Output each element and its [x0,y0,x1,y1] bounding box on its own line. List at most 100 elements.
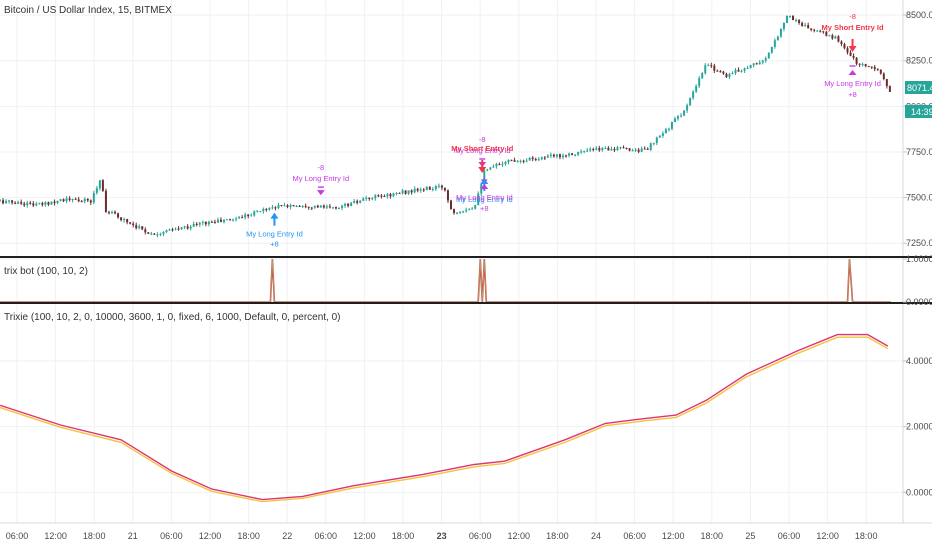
candle-body [174,228,177,230]
candle-body [201,221,204,223]
candle-body [126,218,129,223]
candle-body [483,170,486,185]
candle-body [216,219,219,223]
candle-body [159,233,162,235]
axes: 06:00 12:00 18:00 21 06:00 12:00 18:00 22 06:00 1… [6,10,932,541]
candle-body [885,79,888,87]
candle-body [858,63,861,65]
candle-body [389,194,392,197]
candle-body [549,154,552,156]
candle-body [501,163,504,165]
candle-body [819,30,822,32]
time-axis-label: 23 [437,531,447,541]
time-axis-label: 24 [591,531,601,541]
candle-body [5,201,8,204]
time-axis-label: 06:00 [623,531,646,541]
candle-body [807,25,810,29]
price-axis-label: 8500.00 [906,10,932,20]
candle-body [89,200,92,203]
candle-body [443,187,446,191]
candle-body [661,133,664,136]
candle-body [123,218,126,221]
candle-body [743,68,746,71]
price-axis-label: 1.0000 [906,254,932,264]
candle-body [404,190,407,194]
candle-body [686,105,689,111]
candle-body [619,147,622,149]
time-axis-label: 18:00 [392,531,415,541]
candle-body [107,212,110,214]
series [0,15,891,503]
candle-body [822,31,825,33]
trixie-line-1 [0,336,889,503]
candle-body [698,78,701,86]
candle-body [26,202,29,206]
candle-body [204,221,207,225]
candle-body [392,193,395,197]
candle-body [873,67,876,70]
candle-body [53,201,56,204]
candle-body [141,226,144,230]
candle-body [38,202,41,204]
candle-body [295,205,298,207]
candle-body [132,223,135,226]
candle-body [186,226,189,229]
candle-body [767,52,770,59]
candle-body [23,203,26,206]
candle-body [104,190,107,213]
candle-body [235,218,238,220]
candle-body [776,36,779,41]
candle-body [855,57,858,64]
time-axis-label: 18:00 [855,531,878,541]
candle-body [704,65,707,74]
candle-body [80,201,83,203]
candle-body [283,205,286,207]
candle-body [658,135,661,138]
candle-body [540,157,543,160]
main-pane-title: Bitcoin / US Dollar Index, 15, BITMEX [4,5,172,16]
candle-body [825,31,828,36]
candle-body [395,192,398,194]
candle-body [83,198,86,202]
candle-body [737,69,740,72]
candle-body [622,147,625,149]
candle-body [29,202,32,204]
candle-body [837,36,840,42]
time-axis-label: 06:00 [160,531,183,541]
candle-body [338,207,341,209]
candle-body [195,223,198,225]
countdown-box [905,105,932,118]
candle-body [555,154,558,157]
candle-body [398,192,401,194]
time-axis-label: 12:00 [199,531,222,541]
candle-body [546,155,549,158]
candle-body [50,201,53,205]
time-axis-label: 21 [128,531,138,541]
candle-body [834,36,837,39]
trade-marker-exit: My Long Entry Id +8 [824,65,881,99]
price-axis-label: 0.0000 [906,487,932,497]
candle-body [371,198,374,200]
candle-body [680,115,683,117]
candle-body [846,48,849,53]
candle-body [114,211,117,214]
candle-body [356,201,359,203]
candle-body [277,205,280,209]
candle-body [528,157,531,161]
candle-body [101,180,104,191]
candle-body [498,164,501,166]
candle-body [565,155,568,157]
candle-body [631,150,634,152]
price-tag-box [905,81,932,94]
candle-body [238,217,241,219]
candle-body [44,202,47,205]
candle-body [574,154,577,156]
candle-body [589,149,592,151]
candle-body [592,149,595,151]
marker-label: My Long Entry Id [456,193,513,202]
trade-markers: My Long Entry Id+8My Long Entry Id-8My L… [246,12,884,249]
price-axis-label: 0.0000 [906,297,932,307]
time-axis-label: 22 [282,531,292,541]
candle-body [331,207,334,209]
